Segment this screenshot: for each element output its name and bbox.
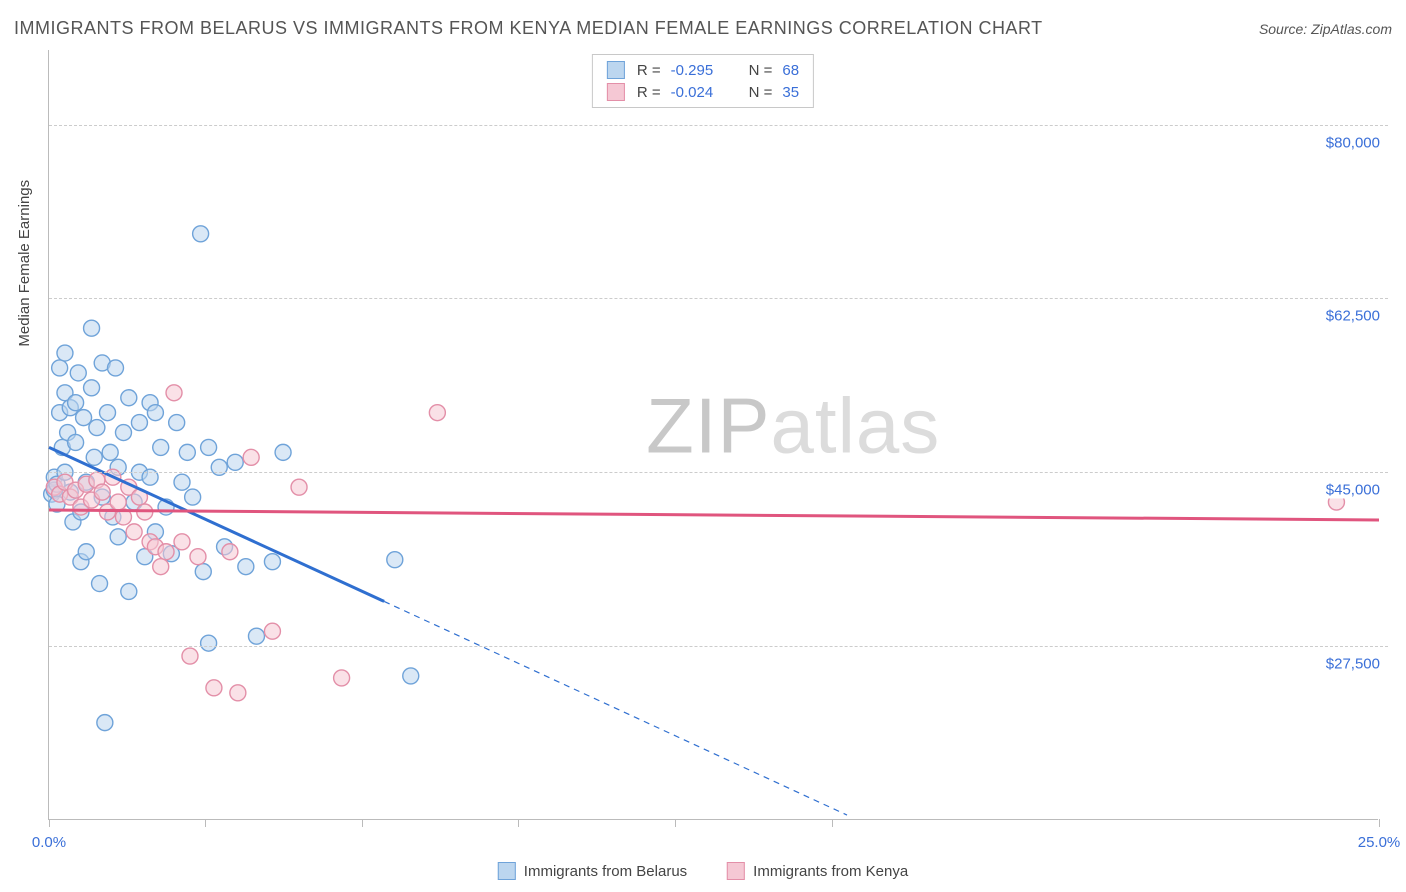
gridline-h [49,298,1388,299]
n-value-kenya: 35 [782,84,799,101]
trendline-kenya [49,510,1379,520]
point-kenya [264,623,280,639]
r-label: R = [637,62,661,79]
point-kenya [230,685,246,701]
r-value-belarus: -0.295 [671,62,727,79]
point-belarus [121,583,137,599]
point-belarus [248,628,264,644]
point-belarus [153,439,169,455]
point-kenya [166,385,182,401]
legend-label-kenya: Immigrants from Kenya [753,863,908,880]
point-kenya [222,544,238,560]
point-belarus [108,360,124,376]
point-belarus [102,444,118,460]
swatch-belarus [607,61,625,79]
gridline-h [49,472,1388,473]
point-belarus [68,434,84,450]
series-legend: Immigrants from Belarus Immigrants from K… [490,862,916,880]
y-axis-title: Median Female Earnings [16,180,33,347]
point-belarus [57,345,73,361]
corr-legend-row-belarus: R = -0.295 N = 68 [607,59,799,81]
point-belarus [110,529,126,545]
point-belarus [174,474,190,490]
point-belarus [84,320,100,336]
swatch-kenya [607,83,625,101]
corr-legend-row-kenya: R = -0.024 N = 35 [607,81,799,103]
r-value-kenya: -0.024 [671,84,727,101]
x-tick [205,819,206,827]
point-belarus [92,576,108,592]
point-belarus [238,559,254,575]
point-kenya [206,680,222,696]
n-value-belarus: 68 [782,62,799,79]
swatch-belarus [498,862,516,880]
x-tick [1379,819,1380,827]
x-tick [518,819,519,827]
point-belarus [86,449,102,465]
y-tick-label: $62,500 [1320,308,1380,325]
legend-label-belarus: Immigrants from Belarus [524,863,687,880]
point-belarus [121,390,137,406]
r-label: R = [637,84,661,101]
point-kenya [182,648,198,664]
point-belarus [275,444,291,460]
gridline-h [49,646,1388,647]
point-belarus [185,489,201,505]
point-belarus [115,425,131,441]
x-tick [675,819,676,827]
point-belarus [76,410,92,426]
trendline-dashed-belarus [384,601,847,815]
point-belarus [264,554,280,570]
point-belarus [201,635,217,651]
y-tick-label: $27,500 [1320,656,1380,673]
point-belarus [78,544,94,560]
x-tick [49,819,50,827]
point-kenya [94,484,110,500]
point-belarus [179,444,195,460]
x-tick [832,819,833,827]
plot-area: ZIPatlas $27,500$45,000$62,500$80,0000.0… [48,50,1378,820]
point-kenya [334,670,350,686]
legend-item-belarus: Immigrants from Belarus [498,862,687,880]
point-kenya [174,534,190,550]
y-tick-label: $45,000 [1320,482,1380,499]
point-belarus [70,365,86,381]
point-belarus [84,380,100,396]
point-kenya [126,524,142,540]
point-kenya [158,544,174,560]
point-belarus [195,564,211,580]
correlation-legend: R = -0.295 N = 68 R = -0.024 N = 35 [592,54,814,108]
point-belarus [89,420,105,436]
point-kenya [153,559,169,575]
chart-title: IMMIGRANTS FROM BELARUS VS IMMIGRANTS FR… [14,18,1043,39]
n-label: N = [749,62,773,79]
x-tick-label: 25.0% [1358,834,1401,851]
point-kenya [190,549,206,565]
x-tick-label: 0.0% [32,834,66,851]
point-belarus [403,668,419,684]
point-belarus [201,439,217,455]
n-label: N = [749,84,773,101]
point-belarus [227,454,243,470]
gridline-h [49,125,1388,126]
point-belarus [169,415,185,431]
point-belarus [100,405,116,421]
y-tick-label: $80,000 [1320,134,1380,151]
point-belarus [193,226,209,242]
point-belarus [97,715,113,731]
point-belarus [147,405,163,421]
point-kenya [429,405,445,421]
point-belarus [52,360,68,376]
point-belarus [131,415,147,431]
point-kenya [110,494,126,510]
point-belarus [387,552,403,568]
point-belarus [68,395,84,411]
source-label: Source: ZipAtlas.com [1259,21,1392,37]
swatch-kenya [727,862,745,880]
point-kenya [243,449,259,465]
point-kenya [291,479,307,495]
legend-item-kenya: Immigrants from Kenya [727,862,908,880]
chart-svg [49,50,1378,819]
x-tick [362,819,363,827]
